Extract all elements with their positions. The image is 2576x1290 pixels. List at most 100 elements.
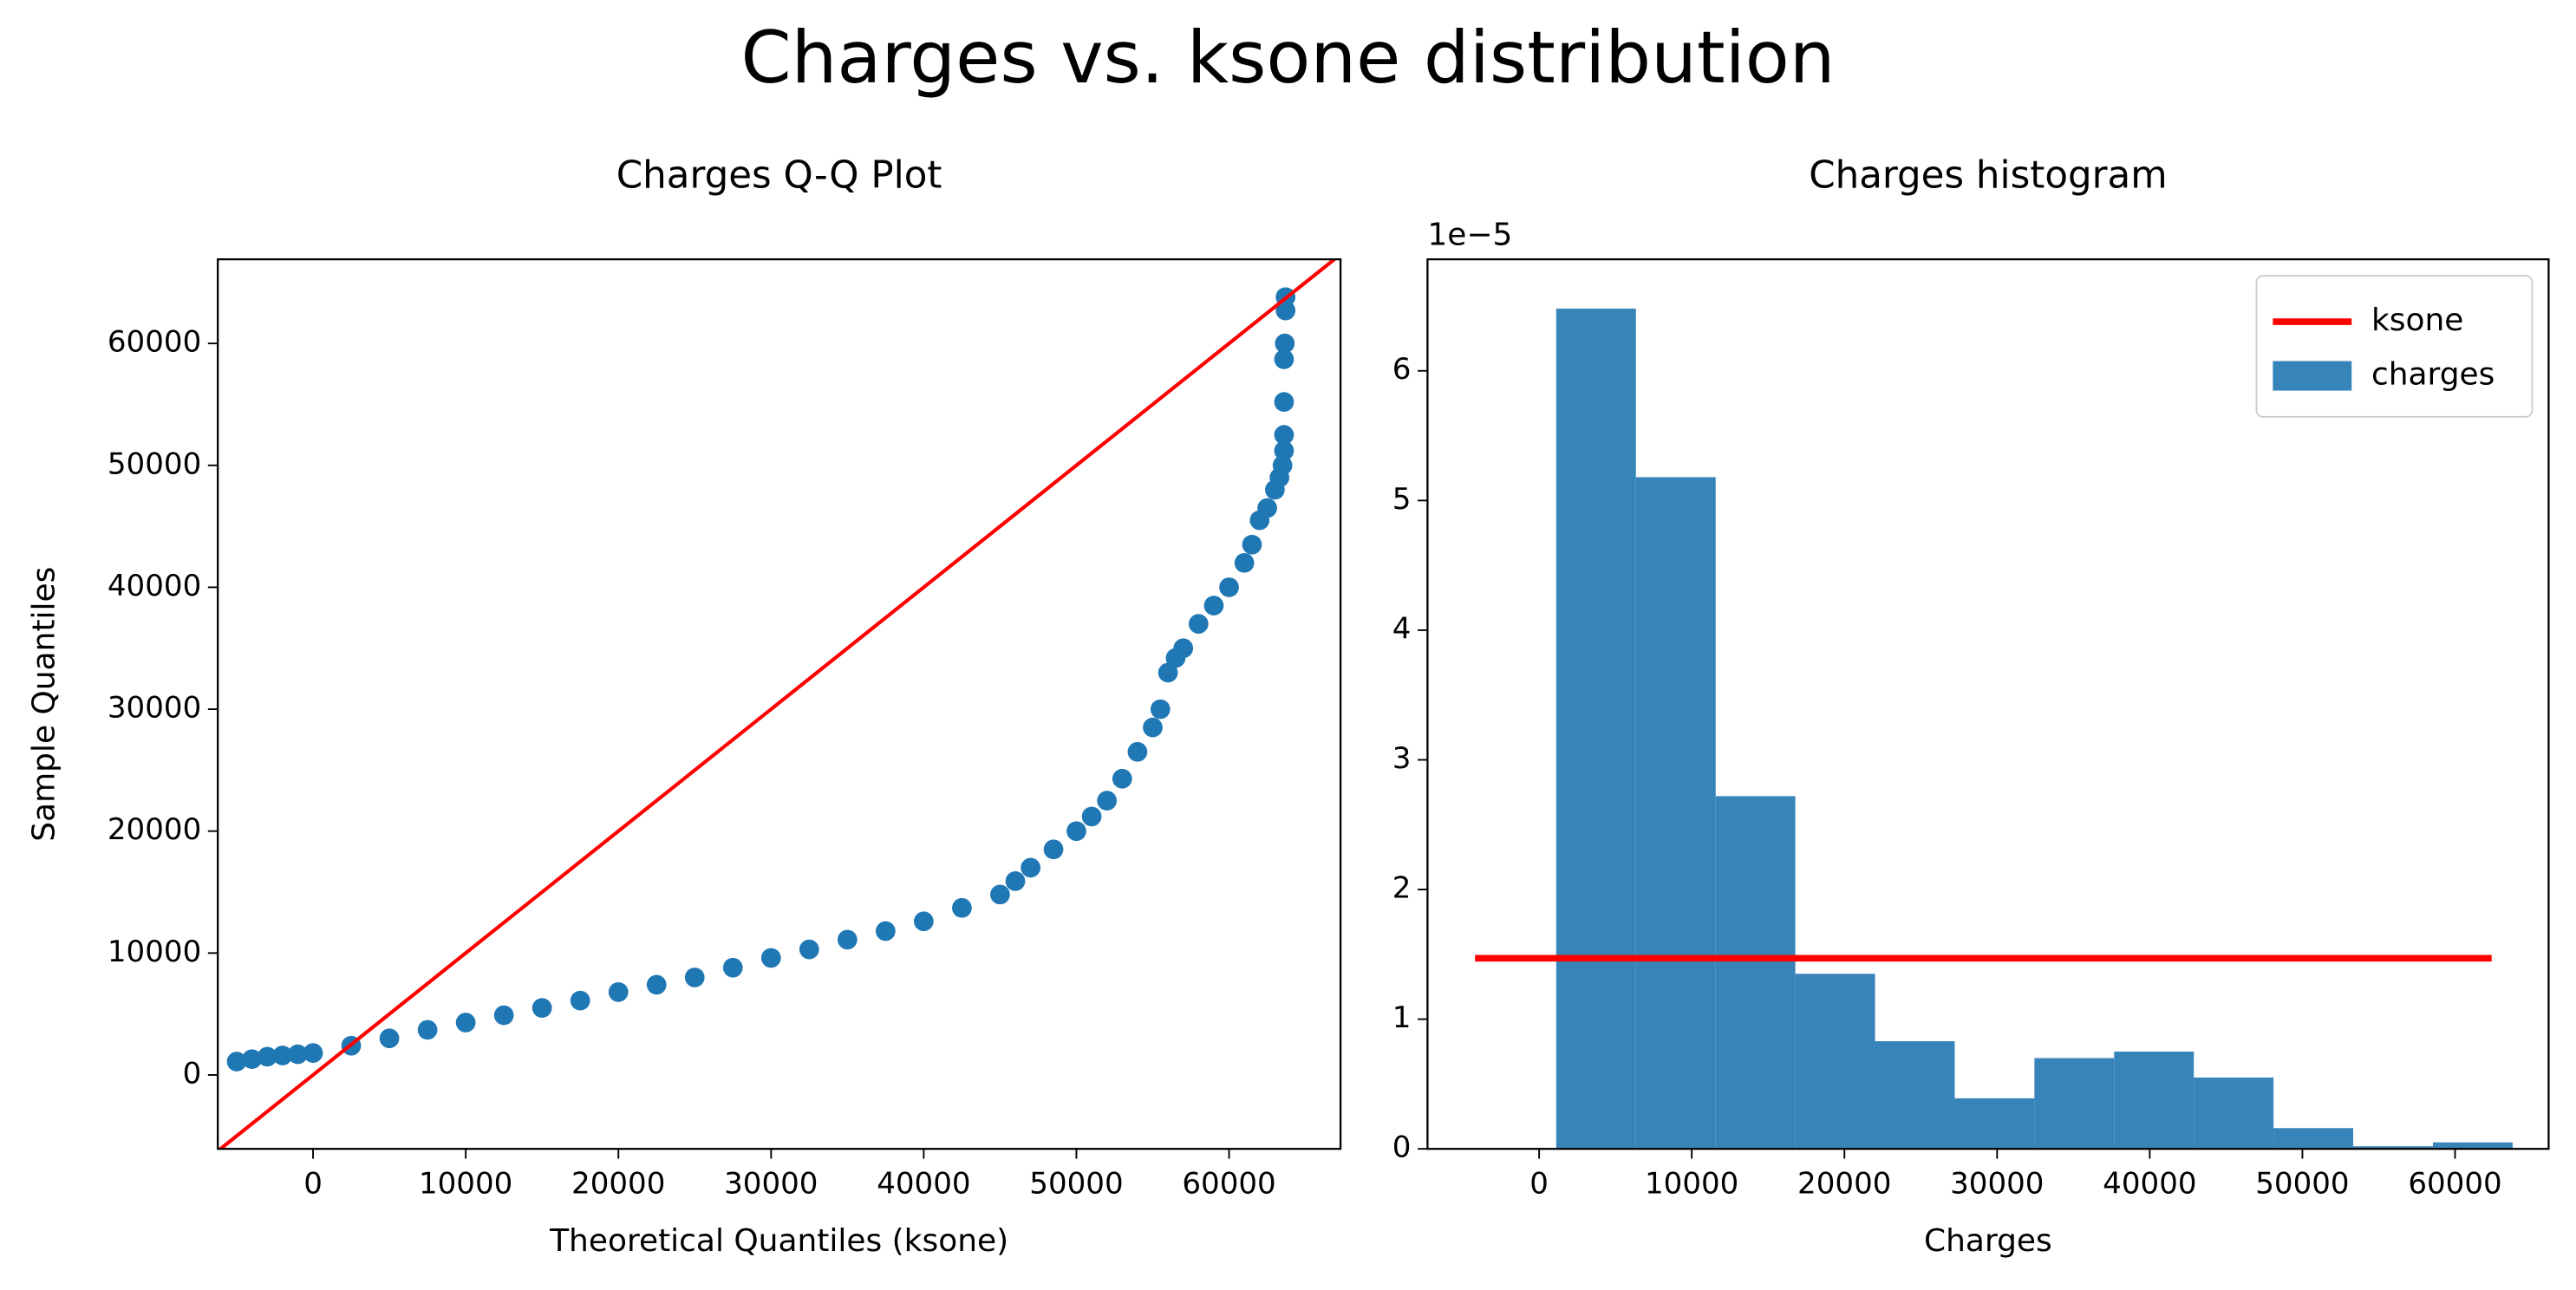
x-tick-label: 0 bbox=[1529, 1166, 1549, 1201]
histogram-bar bbox=[1954, 1098, 2035, 1150]
qq-point bbox=[1272, 455, 1293, 476]
x-tick-label: 10000 bbox=[419, 1166, 512, 1201]
qq-point bbox=[570, 990, 590, 1011]
legend-label: ksone bbox=[2371, 303, 2463, 338]
qq-point bbox=[1274, 425, 1295, 445]
qq-point bbox=[288, 1044, 308, 1065]
x-tick-label: 60000 bbox=[1182, 1166, 1275, 1201]
histogram-bar bbox=[1715, 796, 1796, 1150]
histogram-bar bbox=[2114, 1052, 2194, 1150]
qq-point bbox=[226, 1052, 247, 1072]
x-tick-label: 50000 bbox=[2255, 1166, 2349, 1201]
x-tick-label: 40000 bbox=[2103, 1166, 2196, 1201]
qq-point bbox=[1112, 768, 1132, 789]
histogram-bar bbox=[2034, 1058, 2115, 1150]
x-tick-label: 40000 bbox=[877, 1166, 970, 1201]
qq-point bbox=[952, 897, 972, 918]
x-tick-label: 30000 bbox=[724, 1166, 818, 1201]
histogram-bar bbox=[2194, 1077, 2274, 1150]
y-tick-label: 6 bbox=[1392, 352, 1412, 387]
legend-label: charges bbox=[2371, 357, 2494, 393]
y-tick-label: 0 bbox=[1392, 1130, 1412, 1165]
axes-title: Charges Q-Q Plot bbox=[616, 153, 942, 197]
qq-point bbox=[1097, 791, 1118, 811]
axes-frame bbox=[217, 257, 1342, 1150]
qq-point bbox=[684, 968, 705, 987]
figure-title: Charges vs. ksone distribution bbox=[740, 16, 1835, 100]
qq-point bbox=[722, 957, 743, 978]
qq-point bbox=[1274, 440, 1295, 461]
y-tick-label: 3 bbox=[1392, 741, 1412, 776]
histogram-bar bbox=[1795, 974, 1875, 1150]
y-tick-label: 50000 bbox=[108, 446, 201, 481]
qq-point bbox=[1066, 821, 1086, 842]
histogram-bar bbox=[1875, 1041, 1955, 1150]
x-axis-label: Charges bbox=[1924, 1223, 2052, 1259]
legend-patch bbox=[2273, 361, 2352, 391]
qq-point bbox=[875, 921, 896, 941]
qq-point bbox=[990, 884, 1010, 905]
qq-point bbox=[914, 911, 934, 932]
qq-point bbox=[646, 974, 667, 995]
offset-label: 1e−5 bbox=[1427, 218, 1512, 253]
x-tick-label: 20000 bbox=[571, 1166, 665, 1201]
histogram-bar bbox=[1635, 477, 1716, 1150]
y-tick-label: 2 bbox=[1392, 871, 1412, 906]
plot-area bbox=[1475, 308, 2513, 1150]
histogram-bar bbox=[1555, 308, 1636, 1150]
x-tick-label: 30000 bbox=[1950, 1166, 2044, 1201]
legend-frame bbox=[2255, 275, 2534, 418]
qq-point bbox=[417, 1020, 438, 1040]
qq-point bbox=[1021, 857, 1040, 878]
y-tick-label: 40000 bbox=[108, 569, 201, 603]
x-tick-label: 20000 bbox=[1797, 1166, 1891, 1201]
y-tick-label: 0 bbox=[183, 1056, 202, 1091]
x-tick-label: 10000 bbox=[1645, 1166, 1738, 1201]
qq-point bbox=[1150, 699, 1171, 720]
qq-point bbox=[1158, 662, 1178, 683]
legend: ksone charges bbox=[2255, 275, 2534, 418]
qq-point bbox=[379, 1028, 400, 1049]
qq-point bbox=[608, 981, 629, 1002]
y-tick-label: 30000 bbox=[108, 691, 201, 726]
qq-point bbox=[303, 1043, 323, 1064]
plot-area bbox=[218, 259, 1338, 1150]
qq-point bbox=[1081, 806, 1102, 827]
qq-point bbox=[1234, 552, 1255, 573]
qq-point bbox=[1219, 577, 1239, 597]
qq-point bbox=[532, 998, 552, 1018]
qq-point bbox=[1005, 870, 1026, 891]
qq-point bbox=[1203, 596, 1224, 616]
qq-point bbox=[1143, 717, 1163, 738]
qq-point bbox=[1242, 534, 1262, 555]
qq-point bbox=[257, 1046, 277, 1067]
y-tick-label: 1 bbox=[1392, 1000, 1412, 1035]
x-axis-label: Theoretical Quantiles (ksone) bbox=[549, 1223, 1008, 1259]
axes-title: Charges histogram bbox=[1809, 153, 2167, 197]
qq-point bbox=[272, 1046, 293, 1065]
qq-point bbox=[1043, 839, 1064, 860]
qq-point bbox=[1274, 349, 1295, 369]
y-axis-label: Sample Quantiles bbox=[26, 567, 62, 842]
histogram-bar bbox=[2432, 1142, 2513, 1150]
histogram-bar bbox=[2273, 1128, 2354, 1150]
x-tick-label: 60000 bbox=[2408, 1166, 2501, 1201]
y-tick-label: 20000 bbox=[108, 812, 201, 847]
qq-point bbox=[799, 939, 819, 960]
qq-point bbox=[493, 1005, 514, 1026]
y-tick-label: 60000 bbox=[108, 325, 201, 360]
x-tick-label: 50000 bbox=[1029, 1166, 1123, 1201]
qq-point bbox=[1275, 333, 1295, 354]
qq-point bbox=[1127, 741, 1148, 762]
qq-point bbox=[455, 1013, 476, 1033]
qq-point bbox=[1274, 392, 1295, 413]
x-tick-label: 0 bbox=[303, 1166, 323, 1201]
reference-line bbox=[218, 259, 1338, 1150]
qq-point bbox=[1188, 614, 1209, 634]
y-tick-label: 4 bbox=[1392, 611, 1412, 646]
qq-point bbox=[1173, 638, 1194, 659]
axes-frame bbox=[1426, 257, 2550, 1150]
qq-point bbox=[242, 1049, 262, 1070]
qq-point bbox=[837, 929, 858, 950]
